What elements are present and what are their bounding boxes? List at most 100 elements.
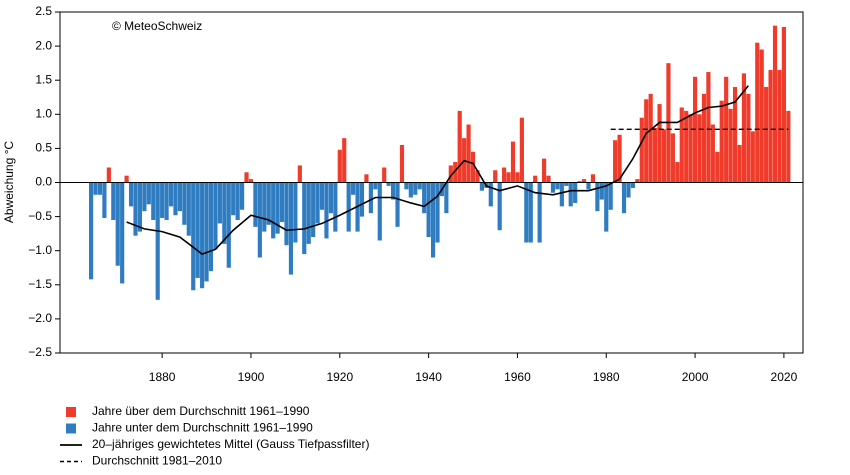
bar	[160, 182, 165, 218]
bar	[111, 182, 116, 221]
bar	[142, 182, 147, 212]
bar	[626, 182, 631, 198]
bar	[399, 144, 405, 183]
bar	[382, 167, 387, 183]
y-tick-label: −1.0	[28, 243, 52, 257]
bar	[555, 182, 560, 190]
bar	[488, 182, 493, 207]
bar	[324, 182, 329, 239]
bar	[333, 182, 338, 232]
bar	[235, 182, 240, 221]
bar	[457, 110, 462, 183]
bar	[422, 182, 427, 214]
bar	[448, 165, 453, 183]
bar	[604, 182, 609, 232]
bar	[293, 182, 298, 243]
bar	[435, 182, 440, 243]
bar	[137, 182, 143, 232]
y-tick-label: 1.0	[35, 106, 52, 120]
bar	[639, 117, 644, 183]
bar	[164, 182, 169, 221]
bar	[368, 182, 373, 214]
bar	[519, 117, 524, 183]
bar	[231, 182, 236, 216]
x-tick-label: 1880	[149, 370, 176, 384]
y-tick-label: 0.0	[35, 175, 52, 189]
bar	[364, 174, 369, 183]
bar	[750, 131, 755, 183]
bar	[759, 49, 764, 183]
bar	[599, 182, 604, 200]
bar	[479, 182, 484, 191]
bar	[581, 179, 587, 183]
bar	[151, 182, 156, 221]
bar	[266, 182, 271, 225]
bar	[728, 108, 733, 183]
bar	[182, 182, 187, 225]
legend-swatch	[66, 407, 76, 417]
bar	[302, 182, 307, 255]
bar	[568, 182, 573, 207]
bar	[359, 182, 365, 217]
bar	[746, 93, 751, 183]
bar	[257, 182, 262, 258]
bar	[155, 182, 160, 300]
x-tick-label: 1940	[415, 370, 442, 384]
bar	[262, 182, 267, 232]
x-tick-label: 1980	[593, 370, 620, 384]
bar	[595, 182, 600, 212]
bar	[764, 87, 769, 183]
bar	[586, 182, 591, 190]
bar	[528, 182, 533, 243]
legend-swatch	[66, 423, 76, 434]
y-tick-label: 1.5	[35, 72, 52, 86]
bar	[493, 170, 498, 183]
bar	[781, 27, 786, 183]
y-axis-label: Abweichung °C	[2, 141, 16, 224]
bar	[715, 151, 720, 183]
bar	[195, 182, 200, 278]
bar	[564, 182, 569, 186]
bar	[279, 182, 285, 223]
bar	[377, 182, 382, 241]
bar	[688, 114, 693, 183]
bar	[239, 182, 245, 210]
bar	[550, 182, 556, 193]
bar	[168, 182, 174, 207]
bar	[661, 129, 667, 183]
bar	[657, 104, 662, 183]
x-tick-label: 1900	[238, 370, 265, 384]
bar	[395, 182, 400, 227]
bar	[533, 175, 538, 183]
x-tick-label: 2000	[682, 370, 709, 384]
bar	[679, 107, 684, 183]
bar	[89, 182, 94, 280]
bar	[608, 182, 613, 210]
bar	[288, 182, 294, 275]
bar	[648, 93, 653, 183]
bar	[315, 182, 320, 224]
bar	[226, 182, 231, 268]
bar	[453, 162, 458, 183]
bar	[133, 182, 138, 236]
bar	[470, 151, 476, 183]
bar	[408, 182, 413, 198]
y-tick-label: −0.5	[28, 209, 52, 223]
bar	[466, 124, 471, 183]
bar	[115, 182, 120, 266]
legend-label: Durchschnitt 1981–2010	[92, 454, 222, 468]
legend-label: 20–jähriges gewichtetes Mittel (Gauss Ti…	[92, 437, 369, 451]
bar	[97, 182, 103, 195]
bar	[617, 134, 622, 183]
bar	[311, 182, 316, 238]
bar	[630, 182, 635, 188]
bar	[271, 182, 276, 239]
bar	[577, 181, 582, 183]
bar	[248, 179, 254, 183]
bar	[200, 182, 205, 289]
y-tick-label: −2.5	[28, 345, 52, 359]
bar	[244, 172, 249, 183]
annotation: © MeteoSchweiz	[112, 19, 202, 33]
bar	[697, 114, 702, 183]
